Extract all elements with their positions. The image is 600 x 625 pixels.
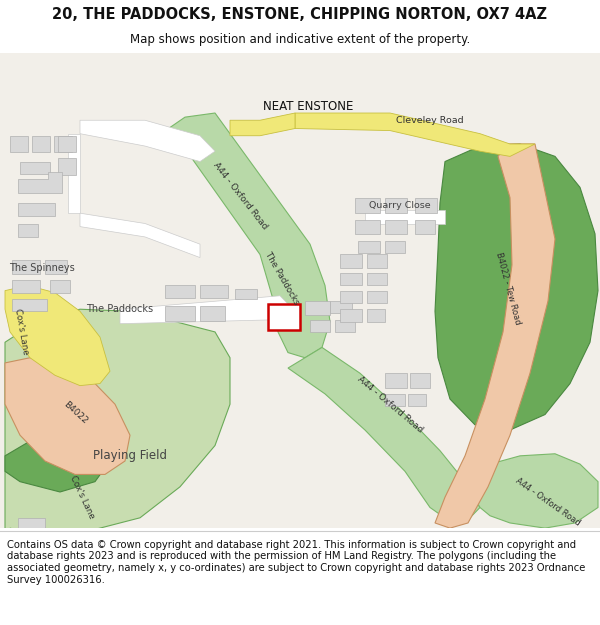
Polygon shape [230, 113, 295, 136]
Text: The Paddocks: The Paddocks [86, 304, 154, 314]
Polygon shape [367, 273, 387, 286]
Text: B4022 - Tew Road: B4022 - Tew Road [494, 251, 522, 326]
Polygon shape [340, 309, 362, 322]
Polygon shape [435, 144, 598, 430]
Polygon shape [80, 213, 200, 258]
Polygon shape [58, 159, 76, 175]
Polygon shape [410, 373, 430, 388]
Polygon shape [54, 136, 72, 152]
Polygon shape [80, 120, 215, 161]
Text: Cox's Lane: Cox's Lane [68, 474, 96, 520]
Polygon shape [50, 280, 70, 292]
Polygon shape [330, 301, 352, 313]
Polygon shape [170, 113, 330, 358]
Polygon shape [58, 136, 76, 152]
Polygon shape [385, 241, 405, 254]
Polygon shape [12, 299, 47, 311]
Polygon shape [18, 172, 62, 192]
Text: A44 - Oxford Road: A44 - Oxford Road [514, 477, 582, 528]
Polygon shape [385, 198, 407, 213]
Polygon shape [340, 254, 362, 268]
Text: B4022: B4022 [61, 399, 89, 426]
Polygon shape [68, 134, 80, 213]
Polygon shape [415, 221, 435, 234]
Polygon shape [20, 161, 50, 174]
Polygon shape [165, 306, 195, 321]
Polygon shape [32, 136, 50, 152]
Polygon shape [235, 289, 257, 299]
Polygon shape [10, 136, 28, 152]
Polygon shape [268, 304, 300, 330]
Polygon shape [5, 309, 230, 564]
Polygon shape [200, 286, 228, 298]
Polygon shape [385, 373, 407, 388]
Polygon shape [415, 198, 437, 213]
Polygon shape [340, 291, 362, 303]
Polygon shape [340, 273, 362, 286]
Polygon shape [12, 259, 40, 274]
Text: The Spinneys: The Spinneys [9, 263, 75, 273]
Polygon shape [367, 291, 387, 303]
Polygon shape [358, 241, 380, 254]
Polygon shape [365, 210, 445, 224]
Text: A44 - Oxford Road: A44 - Oxford Road [211, 161, 269, 231]
Text: Map shows position and indicative extent of the property.: Map shows position and indicative extent… [130, 33, 470, 46]
Polygon shape [18, 224, 38, 237]
Polygon shape [12, 280, 40, 292]
Polygon shape [200, 306, 225, 321]
Text: Contains OS data © Crown copyright and database right 2021. This information is : Contains OS data © Crown copyright and d… [7, 540, 586, 584]
Polygon shape [5, 357, 130, 474]
Polygon shape [435, 144, 555, 528]
Text: The Paddocks: The Paddocks [263, 250, 301, 306]
Polygon shape [5, 433, 110, 492]
Polygon shape [295, 113, 535, 156]
Polygon shape [5, 286, 110, 386]
Polygon shape [408, 394, 426, 406]
Polygon shape [355, 221, 380, 234]
Polygon shape [367, 254, 387, 268]
Text: Cleveley Road: Cleveley Road [396, 116, 464, 125]
Text: A44 - Oxford Road: A44 - Oxford Road [356, 374, 424, 434]
Polygon shape [45, 259, 67, 274]
Polygon shape [310, 319, 330, 332]
Polygon shape [165, 286, 195, 298]
Text: 20, THE PADDOCKS, ENSTONE, CHIPPING NORTON, OX7 4AZ: 20, THE PADDOCKS, ENSTONE, CHIPPING NORT… [53, 8, 548, 22]
Polygon shape [385, 394, 405, 406]
Text: NEAT ENSTONE: NEAT ENSTONE [263, 101, 353, 113]
Text: Quarry Close: Quarry Close [369, 201, 431, 211]
Polygon shape [465, 454, 598, 528]
Text: Cox's Lane: Cox's Lane [14, 308, 31, 356]
Polygon shape [355, 198, 380, 213]
Polygon shape [335, 319, 355, 332]
Polygon shape [367, 309, 385, 322]
Polygon shape [385, 221, 407, 234]
Polygon shape [305, 301, 330, 316]
Text: Playing Field: Playing Field [93, 449, 167, 462]
Polygon shape [18, 518, 45, 530]
Polygon shape [288, 348, 480, 523]
Polygon shape [120, 296, 290, 324]
Polygon shape [18, 203, 55, 216]
